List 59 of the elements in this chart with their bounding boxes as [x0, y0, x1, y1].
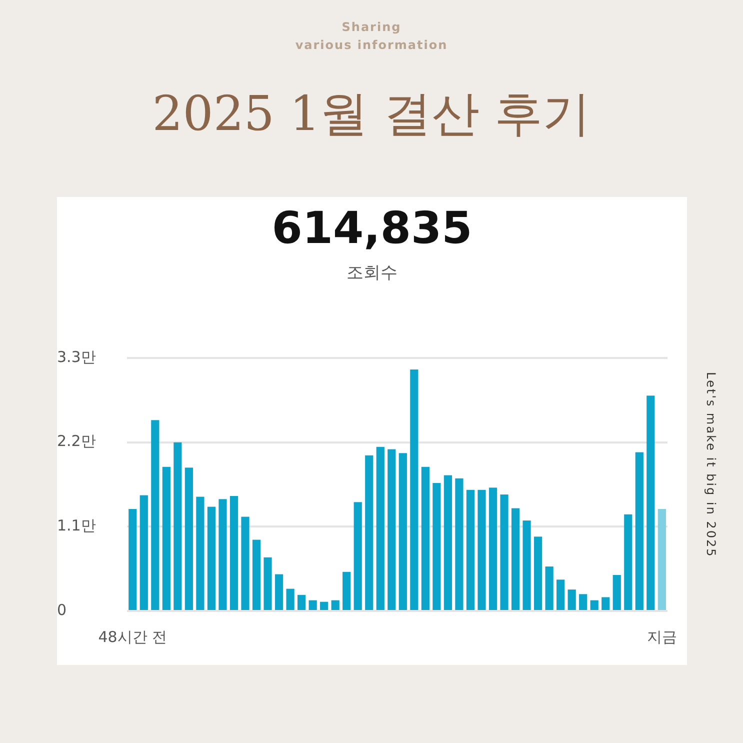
bar	[388, 449, 396, 610]
bar	[207, 506, 216, 610]
bar	[241, 516, 250, 610]
text: 조회수	[346, 262, 398, 284]
bar	[488, 488, 498, 610]
bar	[354, 502, 362, 610]
y-tick-label: 1.1만	[57, 516, 96, 535]
bar	[162, 466, 170, 610]
bar	[522, 520, 531, 610]
bar	[602, 597, 610, 610]
bar	[320, 602, 328, 610]
bar	[342, 572, 351, 610]
y-tick-label: 3.3만	[57, 348, 96, 366]
bar	[421, 466, 430, 610]
y-tick-label: 2.2만	[57, 432, 96, 450]
bar	[264, 557, 272, 610]
bar	[140, 495, 148, 610]
bar	[128, 509, 137, 610]
x-tick-label: 지금	[646, 628, 677, 646]
bar	[376, 446, 384, 610]
bar	[286, 588, 294, 610]
bar	[218, 499, 227, 610]
bar	[308, 600, 317, 610]
text: Let's make it big in 2025	[704, 372, 718, 558]
chart-subtitle: Sharing various information	[294, 19, 449, 54]
bar	[298, 594, 306, 610]
bar	[466, 490, 475, 610]
bar	[331, 600, 340, 610]
bar	[545, 566, 554, 610]
bar	[579, 594, 588, 610]
bar	[612, 574, 621, 610]
bar	[568, 590, 576, 610]
bar	[252, 540, 261, 610]
text: 614,835	[270, 203, 474, 254]
bar	[624, 514, 632, 610]
bar	[410, 370, 418, 610]
x-tick-label: 48시간 전	[98, 628, 168, 646]
bar	[230, 496, 238, 610]
bar	[151, 420, 160, 610]
bar	[274, 574, 284, 610]
bar	[511, 508, 520, 610]
bar	[184, 468, 193, 610]
bar	[635, 452, 644, 610]
bar	[658, 509, 666, 610]
bar	[432, 482, 441, 610]
bar	[174, 442, 182, 610]
bar	[590, 600, 598, 610]
bar	[455, 478, 464, 610]
bar	[196, 496, 204, 610]
bar	[500, 494, 508, 610]
y-tick-label: 0	[57, 600, 67, 619]
bar	[556, 580, 565, 610]
bar	[398, 453, 407, 610]
bar	[478, 490, 486, 610]
bar	[646, 396, 655, 610]
bar	[534, 536, 542, 610]
bar	[365, 455, 374, 610]
chart-title: 2025 1월 결산 후기	[151, 85, 592, 144]
bar	[444, 475, 452, 610]
